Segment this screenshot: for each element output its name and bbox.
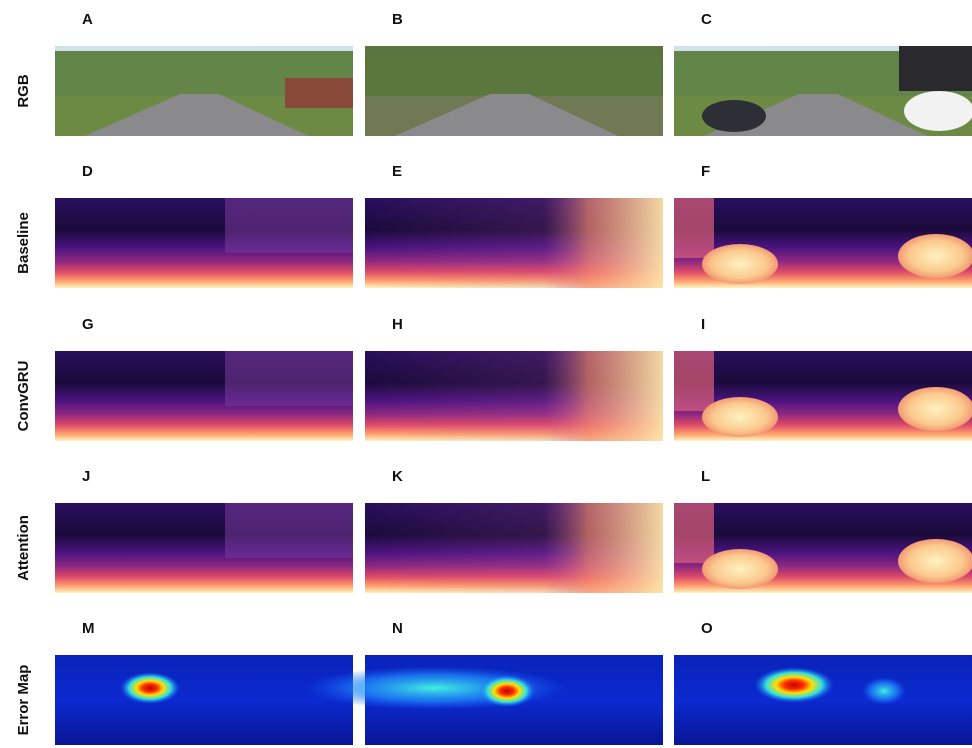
panel-image <box>674 46 972 136</box>
trees <box>365 46 663 101</box>
panel-image <box>55 503 353 593</box>
panel-letter: E <box>392 163 402 180</box>
depth-car <box>898 387 972 431</box>
hot-spot <box>754 667 834 703</box>
row-label: Error Map <box>15 665 32 736</box>
depth-left <box>674 503 714 563</box>
figure: RGB A B C Baseline D E F ConvGRU G H I Attention J K L E… <box>0 0 972 748</box>
car <box>904 91 972 131</box>
depth-car <box>702 244 778 284</box>
panel-letter: M <box>82 620 95 637</box>
panel-letter: N <box>392 620 403 637</box>
panel-letter: A <box>82 11 93 28</box>
car <box>702 100 766 132</box>
panel-image <box>365 198 663 288</box>
depth-car <box>702 549 778 589</box>
depth-left <box>674 198 714 258</box>
panel-image <box>55 46 353 136</box>
panel-letter: H <box>392 316 403 333</box>
panel-letter: B <box>392 11 403 28</box>
panel-image <box>674 503 972 593</box>
depth-far <box>225 503 353 558</box>
panel-letter: C <box>701 11 712 28</box>
depth-car <box>898 234 972 278</box>
panel-letter: G <box>82 316 94 333</box>
row-label: RGB <box>15 74 32 108</box>
depth-near <box>365 198 663 288</box>
error-region <box>479 675 535 707</box>
depth-car <box>898 539 972 583</box>
panel-letter: D <box>82 163 93 180</box>
depth-near <box>365 503 663 593</box>
panel-image <box>365 46 663 136</box>
depth-car <box>702 397 778 437</box>
row-label: Attention <box>15 515 32 581</box>
panel-image <box>674 655 972 745</box>
row-label: Baseline <box>15 212 32 274</box>
error-region <box>862 677 906 705</box>
panel-letter: F <box>701 163 710 180</box>
panel-letter: L <box>701 468 710 485</box>
depth-far <box>225 351 353 406</box>
panel-letter: O <box>701 620 713 637</box>
panel-letter: J <box>82 468 90 485</box>
hot-spot <box>120 672 180 704</box>
panel-image <box>674 351 972 441</box>
panel-letter: I <box>701 316 705 333</box>
depth-near <box>365 351 663 441</box>
panel-image <box>55 198 353 288</box>
row-label: ConvGRU <box>15 361 32 432</box>
depth-far <box>225 198 353 253</box>
depth-left <box>674 351 714 411</box>
panel-image <box>55 351 353 441</box>
panel-image <box>305 655 663 745</box>
wall <box>285 78 353 108</box>
error-base <box>55 655 353 745</box>
building <box>899 46 972 91</box>
panel-letter: K <box>392 468 403 485</box>
error-base <box>674 655 972 745</box>
panel-image <box>365 351 663 441</box>
panel-image <box>55 655 353 745</box>
panel-image <box>674 198 972 288</box>
panel-image <box>365 503 663 593</box>
